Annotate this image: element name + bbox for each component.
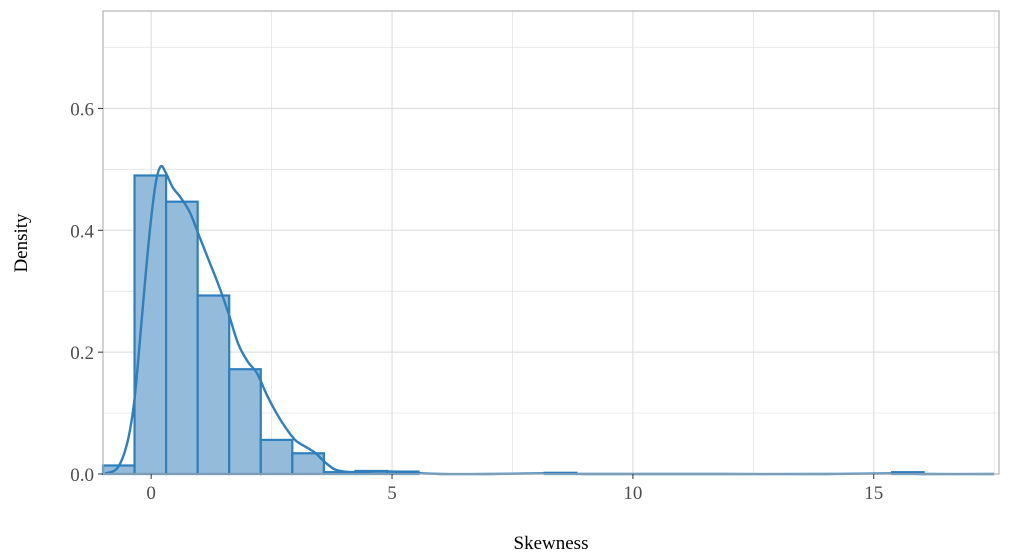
histogram-bar bbox=[165, 200, 199, 476]
histogram-bar bbox=[259, 438, 294, 476]
x-tick-label: 15 bbox=[864, 483, 883, 504]
x-tick-label: 5 bbox=[387, 483, 397, 504]
axis-ticks: 0 5 10 15 0.0 0.2 0.4 0.6 bbox=[70, 99, 883, 504]
x-axis-title: Skewness bbox=[514, 533, 589, 554]
y-axis-title: Density bbox=[11, 213, 32, 273]
y-tick-label: 0.4 bbox=[70, 221, 94, 242]
panel-border bbox=[102, 10, 1000, 475]
x-tick-label: 10 bbox=[623, 483, 642, 504]
y-tick-label: 0.2 bbox=[70, 343, 94, 364]
y-tick-label: 0.6 bbox=[70, 99, 94, 120]
histogram-bars bbox=[101, 174, 925, 476]
histogram-bar bbox=[228, 368, 262, 476]
x-tick-label: 0 bbox=[146, 483, 156, 504]
y-tick-label: 0.0 bbox=[70, 465, 94, 486]
histogram-bar bbox=[196, 294, 231, 476]
